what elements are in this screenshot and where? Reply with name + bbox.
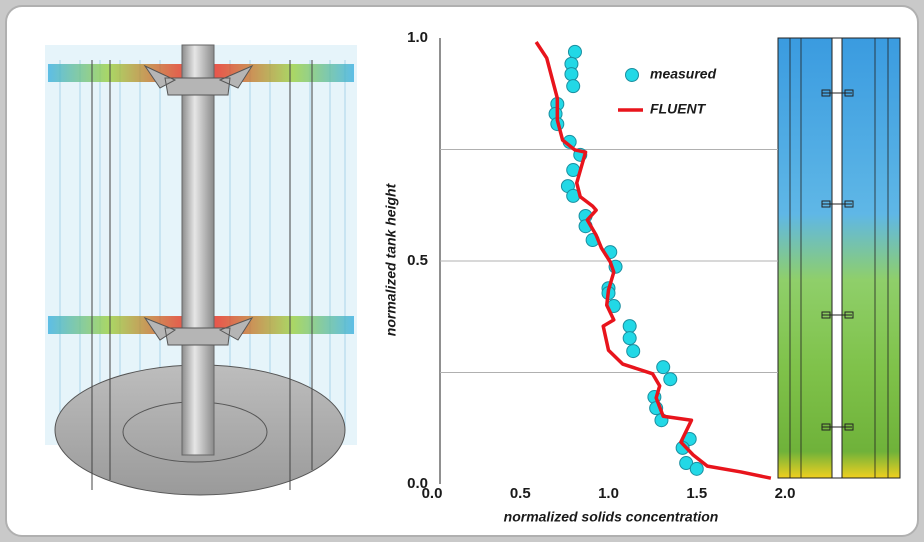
measured-point (689, 461, 704, 476)
measured-point (622, 319, 637, 334)
tank-rendering (45, 44, 357, 496)
legend-swatch (625, 68, 639, 82)
measured-point (622, 331, 637, 346)
x-tick-label: 2.0 (775, 485, 796, 502)
measured-point (564, 67, 579, 82)
x-tick-label: 0.5 (510, 485, 531, 502)
measured-point (656, 360, 671, 375)
contour-strip (777, 37, 901, 479)
measured-point (663, 372, 678, 387)
legend-label: FLUENT (650, 101, 707, 117)
measured-point (679, 456, 694, 471)
y-tick-label: 1.0 (407, 29, 428, 46)
fluent-line (534, 41, 772, 480)
x-tick-label: 1.0 (598, 485, 619, 502)
y-axis-title: normalized tank height (383, 182, 399, 336)
x-tick-label: 1.5 (686, 485, 707, 502)
y-tick-label: 0.5 (407, 252, 428, 269)
measured-point (566, 79, 581, 94)
measured-point (626, 344, 641, 359)
x-tick-label: 0.0 (422, 485, 443, 502)
y-tick-label: 0.0 (407, 475, 428, 492)
legend-label: measured (650, 66, 717, 82)
measured-point (567, 44, 582, 59)
x-axis-title: normalized solids concentration (504, 509, 719, 525)
